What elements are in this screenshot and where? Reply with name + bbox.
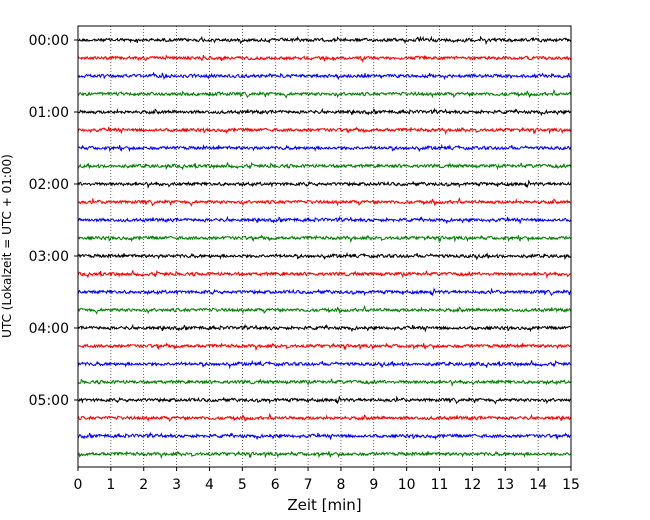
trace-line	[77, 234, 572, 244]
trace-line	[77, 196, 572, 207]
y-tick-label: 00:00	[29, 33, 69, 49]
trace-line	[77, 323, 572, 333]
trace-line	[77, 161, 572, 171]
trace-line	[77, 287, 572, 297]
trace-line	[77, 378, 572, 387]
x-tick-label: 3	[172, 477, 181, 493]
trace-line	[77, 450, 572, 460]
plot-frame	[77, 25, 572, 468]
trace-line	[77, 251, 572, 261]
trace-line	[77, 54, 572, 64]
x-tick-label: 5	[238, 477, 247, 493]
trace-line	[77, 269, 572, 280]
trace-line	[77, 179, 572, 189]
y-axis-title: UTC (Lokalzeit = UTC + 01:00)	[0, 154, 14, 338]
trace-line	[77, 359, 572, 370]
x-tick-label: 11	[431, 477, 449, 493]
trace-line	[77, 215, 572, 225]
y-tick-label: 03:00	[29, 249, 69, 265]
trace-line	[77, 107, 572, 116]
trace-line	[77, 431, 572, 441]
x-tick-label: 15	[562, 477, 580, 493]
x-axis: 0 1 2 3 4 5 6 7 8 9 10 11 12 13 14 15	[74, 467, 580, 493]
y-tick-label: 05:00	[29, 393, 69, 409]
x-tick-label: 1	[106, 477, 115, 493]
x-tick-label: 13	[496, 477, 514, 493]
trace-line	[77, 304, 572, 315]
y-axis: 00:00 01:00 02:00 03:00 04:00 05:00	[29, 33, 78, 409]
x-axis-title: Zeit [min]	[287, 496, 361, 514]
x-tick-label: 9	[369, 477, 378, 493]
x-tick-label: 4	[205, 477, 214, 493]
trace-line	[77, 395, 572, 405]
x-tick-label: 12	[463, 477, 481, 493]
x-tick-label: 6	[271, 477, 280, 493]
x-tick-label: 2	[139, 477, 148, 493]
trace-line	[77, 412, 572, 423]
trace-line	[77, 126, 572, 136]
trace-line	[77, 88, 572, 99]
y-tick-label: 04:00	[29, 321, 69, 337]
trace-line	[77, 342, 572, 352]
y-tick-label: 02:00	[29, 177, 69, 193]
x-tick-label: 10	[398, 477, 416, 493]
x-tick-label: 7	[304, 477, 313, 493]
trace-line	[77, 35, 572, 46]
trace-line	[77, 71, 572, 81]
trace-group	[77, 35, 572, 460]
x-tick-label: 0	[74, 477, 83, 493]
trace-line	[77, 143, 572, 153]
x-tick-label: 14	[529, 477, 547, 493]
y-tick-label: 01:00	[29, 105, 69, 121]
x-tick-label: 8	[336, 477, 345, 493]
